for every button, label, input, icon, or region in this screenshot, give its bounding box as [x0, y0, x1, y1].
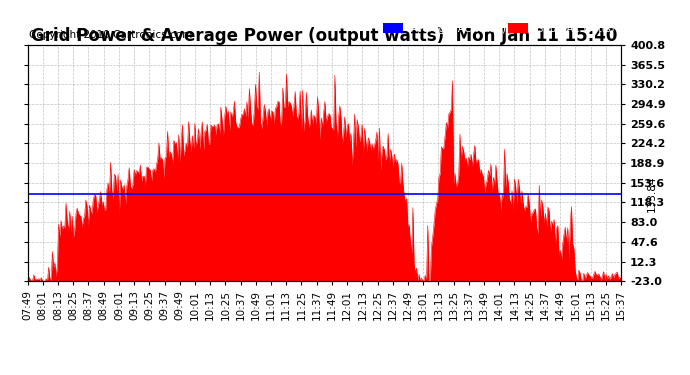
Title: Grid Power & Average Power (output watts)  Mon Jan 11 15:40: Grid Power & Average Power (output watts…: [31, 27, 618, 45]
Legend: Average (AC Watts), Grid  (AC Watts): Average (AC Watts), Grid (AC Watts): [382, 21, 616, 36]
Text: Copyright 2010 Cartronics.com: Copyright 2010 Cartronics.com: [29, 30, 192, 40]
Text: 133.84: 133.84: [647, 176, 657, 212]
Text: 133.84: 133.84: [0, 176, 2, 212]
